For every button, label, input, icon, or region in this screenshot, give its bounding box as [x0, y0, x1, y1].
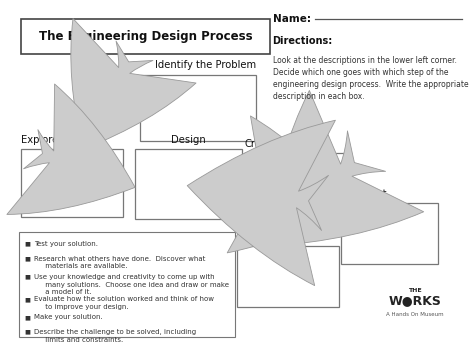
Bar	[21, 149, 123, 217]
Bar	[19, 232, 235, 337]
Text: ■: ■	[25, 315, 30, 320]
Text: ■: ■	[25, 274, 30, 279]
Bar	[237, 246, 339, 307]
Text: ■: ■	[25, 297, 30, 302]
Bar	[244, 153, 344, 217]
Text: Use your knowledge and creativity to come up with
     many solutions.  Choose o: Use your knowledge and creativity to com…	[34, 274, 229, 295]
Text: Make It Better: Make It Better	[237, 232, 307, 242]
Text: The Engineering Design Process: The Engineering Design Process	[39, 30, 253, 43]
Bar	[341, 203, 438, 264]
Text: ■: ■	[25, 256, 30, 261]
FancyArrow shape	[236, 177, 244, 192]
Text: A Hands On Museum: A Hands On Museum	[386, 312, 444, 317]
Text: Design: Design	[171, 135, 206, 145]
Text: Name:: Name:	[273, 14, 310, 24]
Text: Test your solution.: Test your solution.	[34, 241, 98, 247]
Text: Describe the challenge to be solved, including
     limits and constraints.: Describe the challenge to be solved, inc…	[34, 329, 196, 343]
Text: Research what others have done.  Discover what
     materials are available.: Research what others have done. Discover…	[34, 256, 206, 270]
Text: Evaluate how the solution worked and think of how
     to improve your design.: Evaluate how the solution worked and thi…	[34, 296, 214, 310]
Text: ■: ■	[25, 242, 30, 247]
Text: Try It Out: Try It Out	[341, 189, 387, 199]
Bar	[140, 75, 256, 141]
Text: Make your solution.: Make your solution.	[34, 314, 103, 320]
Text: Directions:: Directions:	[273, 36, 333, 46]
Text: ■: ■	[25, 330, 30, 335]
Text: THE: THE	[408, 288, 421, 293]
Text: Create: Create	[244, 138, 277, 149]
Text: Identify the Problem: Identify the Problem	[155, 60, 256, 70]
Bar	[21, 19, 270, 54]
Text: Look at the descriptions in the lower left corner.
Decide which one goes with wh: Look at the descriptions in the lower le…	[273, 56, 468, 101]
Text: W●RKS: W●RKS	[388, 294, 441, 307]
Text: Explore: Explore	[21, 135, 59, 145]
Bar	[135, 149, 242, 219]
